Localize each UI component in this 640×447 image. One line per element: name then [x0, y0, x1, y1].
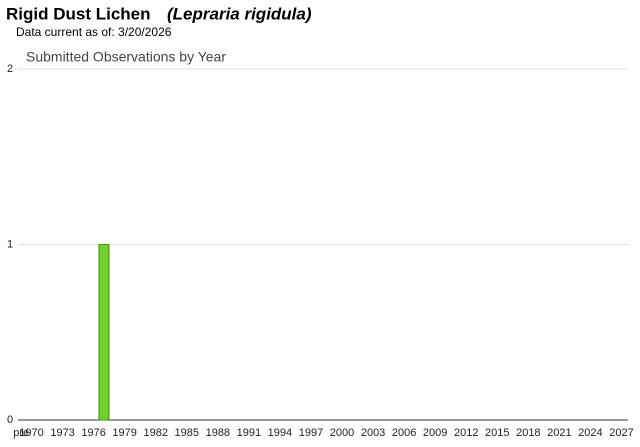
x-tick-label: 2000 [330, 427, 354, 439]
y-tick-label: 1 [7, 238, 13, 250]
x-tick-label: 2009 [423, 427, 447, 439]
x-tick-label: 2018 [516, 427, 540, 439]
x-tick-label: 2003 [361, 427, 385, 439]
x-tick-label: 2015 [485, 427, 509, 439]
chart-title: Rigid Dust Lichen [6, 4, 151, 23]
x-tick-label: 2012 [454, 427, 478, 439]
x-tick-label: 1973 [50, 427, 74, 439]
x-tick-label: 1982 [143, 427, 167, 439]
x-tick-label: 1985 [175, 427, 199, 439]
x-tick-label: 1994 [268, 427, 292, 439]
x-tick-label: 2006 [392, 427, 416, 439]
x-tick-label: 2027 [609, 427, 633, 439]
x-tick-label: 1988 [206, 427, 230, 439]
scientific-name: (Lepraria rigidula) [167, 4, 312, 23]
x-tick-label: 1991 [237, 427, 261, 439]
x-tick-label: 1997 [299, 427, 323, 439]
bar [98, 244, 110, 421]
x-tick-label: 1979 [112, 427, 136, 439]
subtitle: Data current as of: 3/20/2026 [16, 25, 172, 39]
y-tick-label: 0 [7, 414, 13, 426]
x-tick-label: pre [13, 427, 29, 439]
x-tick-label: 1976 [81, 427, 105, 439]
x-tick-label: 1970 [19, 427, 43, 439]
x-tick-label: 2024 [578, 427, 602, 439]
y-tick-label: 2 [7, 63, 13, 75]
x-tick-label: 2021 [547, 427, 571, 439]
plot-title: Submitted Observations by Year [26, 49, 226, 65]
